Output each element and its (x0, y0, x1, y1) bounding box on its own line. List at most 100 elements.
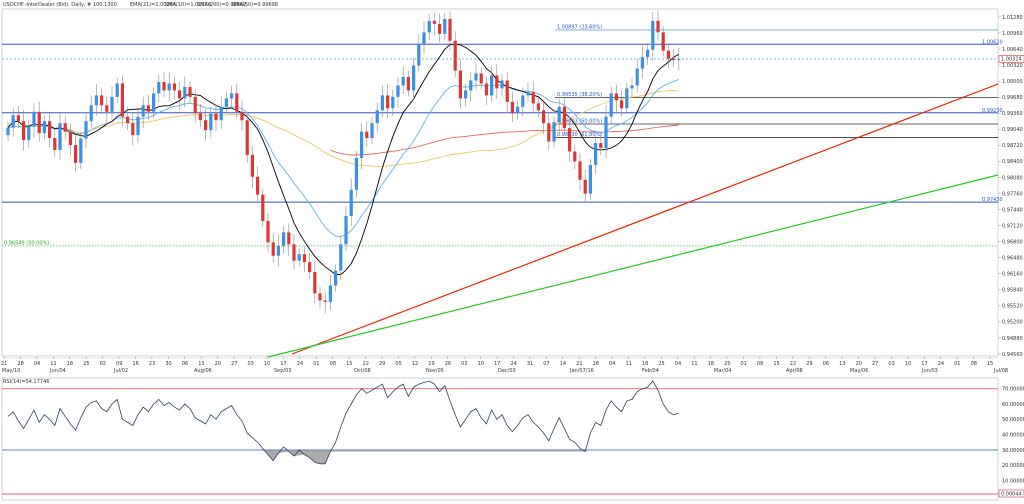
x-tick-label: 17 (280, 361, 286, 367)
candle-body (609, 93, 613, 117)
x-tick-label: 19 (428, 361, 434, 367)
candle-body (276, 245, 280, 256)
x-tick-label: 25 (658, 361, 664, 367)
candle-body (510, 101, 514, 114)
candle-body (464, 90, 468, 99)
candle-body (432, 20, 436, 24)
candle-body (198, 113, 202, 121)
candle-body (557, 106, 561, 123)
candle-body (661, 32, 665, 51)
candle-body (594, 143, 598, 165)
candle-body (297, 254, 301, 261)
legend-sma50: SMA(50)=0.99698 (232, 2, 278, 8)
candle-body (479, 73, 483, 84)
candle-body (16, 115, 20, 122)
month-label: Sep/03 (274, 368, 291, 374)
month-label: Jul/02 (113, 368, 128, 374)
x-tick-label: 20 (215, 361, 221, 367)
candle-body (651, 20, 655, 50)
x-tick-label: 30 (165, 361, 171, 367)
candle-body (412, 65, 416, 91)
ema21-line (7, 78, 679, 238)
candle-body (646, 49, 650, 58)
x-tick-label: 07 (543, 361, 549, 367)
candle-body (583, 179, 587, 194)
x-tick-label: 12 (412, 361, 418, 367)
candle-body (245, 120, 249, 155)
rsi-tick-label: 50.00000 (1002, 417, 1024, 423)
candle-body (136, 116, 140, 136)
candle-body (401, 77, 405, 86)
price-tick-label: 0.97440 (1002, 207, 1023, 213)
x-tick-label: 27 (231, 361, 237, 367)
x-tick-label: 04 (34, 361, 40, 367)
x-tick-label: 06 (823, 361, 829, 367)
candle-body (365, 131, 369, 139)
candle-body (256, 176, 260, 195)
candle-body (126, 116, 130, 124)
candle-body (162, 81, 166, 91)
fib-level-label: 0.98730 (61.80%) (557, 132, 602, 138)
x-tick-label: 08 (971, 361, 977, 367)
candle-body (94, 95, 98, 106)
rsi-current-box (998, 489, 1024, 498)
candle-body (235, 93, 239, 112)
candle-body (427, 20, 431, 33)
fib-level-label: 0.99003 (50.00%) (557, 119, 602, 125)
candle-body (287, 232, 291, 245)
x-tick-label: 11 (625, 361, 631, 367)
x-tick-label: 28 (593, 361, 599, 367)
trend-line-green (267, 174, 999, 358)
x-tick-label: 18 (67, 361, 73, 367)
candle-body (328, 285, 332, 302)
x-tick-label: 15 (987, 361, 993, 367)
candle-body (74, 145, 78, 163)
x-tick-label: 01 (741, 361, 747, 367)
candle-body (6, 127, 10, 136)
fib-level-label: 1.00897 (23.60%) (557, 25, 602, 31)
candle-body (152, 93, 156, 112)
candle-body (490, 75, 494, 96)
rsi-tick-label: 30.00000 (1002, 448, 1024, 454)
price-tick-label: 0.99360 (1002, 111, 1023, 117)
candle-body (396, 85, 400, 97)
x-tick-label: 02 (100, 361, 106, 367)
x-tick-label: 11 (50, 361, 56, 367)
x-tick-label: 22 (790, 361, 796, 367)
candle-body (308, 262, 312, 273)
month-label: Aug/06 (194, 368, 212, 374)
rsi-panel (1, 377, 999, 501)
x-tick-label: 06 (182, 361, 188, 367)
month-label: Nov/05 (426, 368, 444, 374)
candle-body (250, 154, 254, 177)
x-tick-label: 20 (856, 361, 862, 367)
candle-body (516, 106, 520, 114)
candle-body (32, 111, 36, 127)
rsi-tick-label: 40.00000 (1002, 432, 1024, 438)
rsi-tick-label: 20.00000 (1002, 463, 1024, 469)
candle-body (266, 220, 270, 243)
x-tick-label: 01 (313, 361, 319, 367)
sma50-line (7, 90, 679, 168)
x-tick-label: 13 (198, 361, 204, 367)
rsi-current-label: 0.00044 (1001, 492, 1022, 498)
candle-body (588, 164, 592, 194)
x-tick-label: 01 (954, 361, 960, 367)
candle-body (354, 157, 358, 190)
candle-body (484, 83, 488, 96)
candle-body (531, 91, 535, 104)
candle-body (625, 88, 629, 109)
candle-body (318, 293, 322, 301)
price-tick-label: 0.96800 (1002, 239, 1023, 245)
candle-body (240, 111, 244, 121)
candle-body (100, 95, 104, 106)
x-tick-label: 26 (445, 361, 451, 367)
fib-level-label: 0.96549 (50.00%) (4, 240, 49, 246)
price-tick-label: 1.00640 (1002, 47, 1023, 53)
price-tick-label: 0.97760 (1002, 191, 1023, 197)
horizontal-level-label: 1.00610 (982, 39, 1003, 45)
current-price-label: 1.00314 (1001, 57, 1022, 63)
price-tick-label: 0.98080 (1002, 175, 1023, 181)
x-tick-label: 15 (773, 361, 779, 367)
